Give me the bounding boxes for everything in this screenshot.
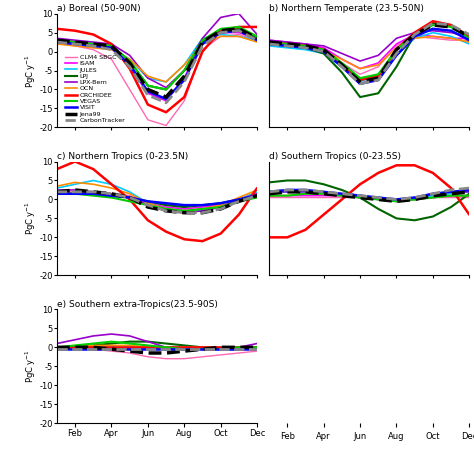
Text: d) Southern Tropics (0-23.5S): d) Southern Tropics (0-23.5S) <box>269 152 401 161</box>
Text: c) Northern Tropics (0-23.5N): c) Northern Tropics (0-23.5N) <box>57 152 188 161</box>
Text: b) Northern Temperate (23.5-50N): b) Northern Temperate (23.5-50N) <box>269 4 424 13</box>
Legend: CLM4 SBGC, ISAM, JULES, LPJ, LPX-Bern, OCN, ORCHIDEE, VEGAS, VISIT, Jena99, Carb: CLM4 SBGC, ISAM, JULES, LPJ, LPX-Bern, O… <box>64 53 127 124</box>
Y-axis label: PgC y$^{-1}$: PgC y$^{-1}$ <box>23 54 38 87</box>
Y-axis label: PgC y$^{-1}$: PgC y$^{-1}$ <box>23 202 38 235</box>
Y-axis label: PgC y$^{-1}$: PgC y$^{-1}$ <box>23 349 38 383</box>
Text: a) Boreal (50-90N): a) Boreal (50-90N) <box>57 4 140 13</box>
Text: e) Southern extra-Tropics(23.5-90S): e) Southern extra-Tropics(23.5-90S) <box>57 300 218 308</box>
